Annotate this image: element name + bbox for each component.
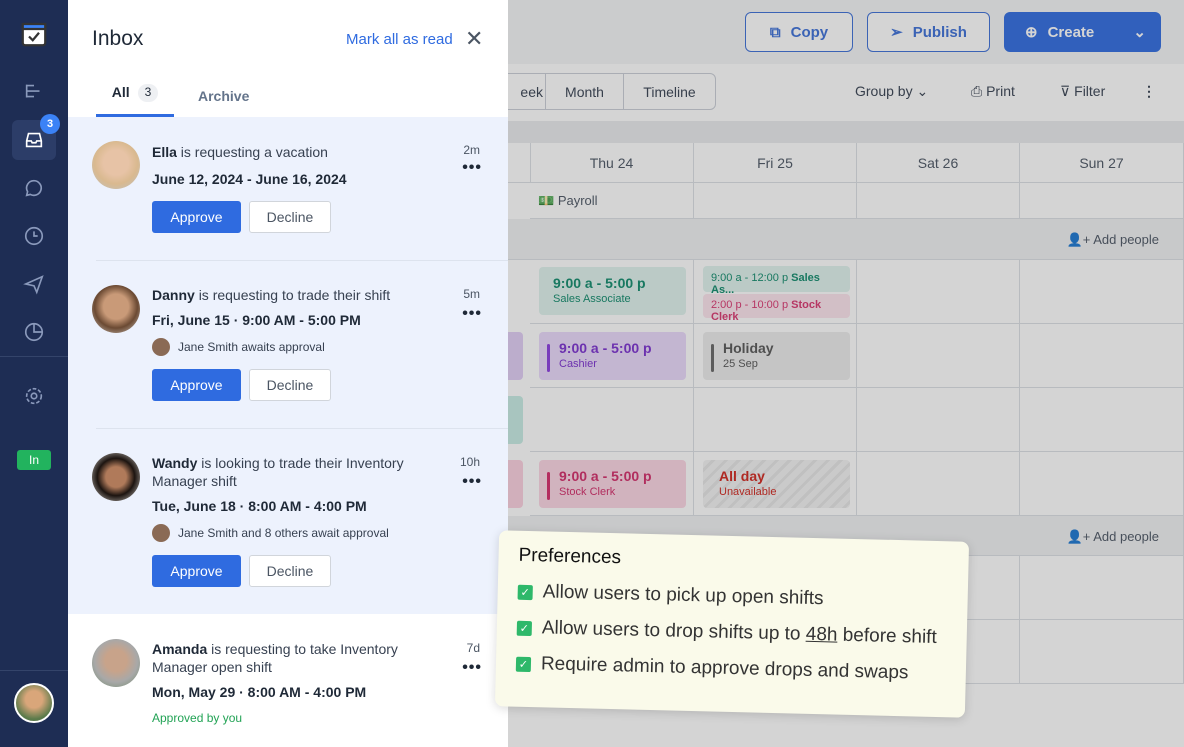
inbox-panel: Inbox Mark all as read ✕ All 3 Archive El…: [68, 0, 508, 747]
divider: [0, 670, 68, 671]
approve-button[interactable]: Approve: [152, 555, 241, 587]
clock-icon[interactable]: [12, 216, 56, 256]
avatar: [92, 285, 140, 333]
chevron-down-icon: ⌄: [916, 83, 929, 99]
preferences-title: Preferences: [518, 544, 622, 569]
preferences-card: Preferences ✓ Allow users to pick up open…: [494, 530, 970, 718]
shift-card[interactable]: 9:00 a - 5:00 p Stock Clerk: [539, 460, 686, 508]
tab-timeline[interactable]: Timeline: [623, 73, 716, 110]
decline-button[interactable]: Decline: [249, 201, 331, 233]
close-icon[interactable]: ✕: [465, 26, 484, 51]
day-header: Thu 24: [530, 143, 694, 183]
avatar: [92, 453, 140, 501]
checkbox-checked-icon[interactable]: ✓: [517, 584, 533, 600]
inbox-icon[interactable]: 3: [12, 114, 60, 160]
gear-icon[interactable]: [12, 376, 56, 416]
money-icon: 💵: [538, 193, 555, 208]
inbox-item[interactable]: Ella is requesting a vacation June 12, 2…: [68, 117, 508, 260]
shift-card[interactable]: 9:00 a - 12:00 p Sales As...: [703, 266, 850, 296]
tab-all[interactable]: All 3: [96, 84, 174, 117]
more-icon[interactable]: •••: [462, 659, 482, 676]
more-icon[interactable]: •••: [462, 159, 482, 176]
app-logo-calendar-icon[interactable]: [12, 14, 56, 54]
schedule-view: ⧉ Copy ➢ Publish ⊕ Create ⌄ eek Month Timeli…: [508, 0, 1184, 747]
pref-drop-shifts[interactable]: ✓ Allow users to drop shifts up to 48h be…: [516, 617, 947, 649]
schedule-icon[interactable]: [12, 72, 56, 112]
user-avatar[interactable]: [14, 683, 54, 723]
day-header: Fri 25: [694, 143, 857, 183]
chevron-down-icon[interactable]: ⌄: [1133, 24, 1146, 41]
clock-in-status[interactable]: In: [17, 450, 51, 470]
chat-icon[interactable]: [12, 168, 56, 208]
decline-button[interactable]: Decline: [249, 369, 331, 401]
copy-icon: ⧉: [769, 23, 781, 41]
add-people-button[interactable]: 👤+ Add people: [508, 219, 1184, 260]
inbox-badge: 3: [40, 114, 60, 134]
day-header: Sat 26: [857, 143, 1020, 183]
inbox-item[interactable]: Wandy is looking to trade their Inventor…: [68, 428, 508, 614]
tab-month[interactable]: Month: [545, 73, 624, 110]
approve-button[interactable]: Approve: [152, 201, 241, 233]
inbox-title: Inbox: [92, 27, 144, 50]
divider: [0, 356, 68, 357]
print-button[interactable]: ⎙ Print: [971, 83, 1015, 99]
approved-status: Approved by you: [152, 711, 243, 725]
pie-chart-icon[interactable]: [12, 312, 56, 352]
filter-icon: ⊽: [1060, 83, 1071, 99]
inbox-item[interactable]: Amanda is requesting to take Inventory M…: [68, 614, 508, 747]
user-plus-icon: 👤+: [1066, 529, 1091, 544]
checkbox-checked-icon[interactable]: ✓: [516, 620, 533, 636]
shift-card[interactable]: 9:00 a - 5:00 p Cashier: [539, 332, 686, 380]
checkbox-checked-icon[interactable]: ✓: [515, 656, 532, 672]
user-plus-icon: 👤+: [1066, 232, 1091, 247]
avatar: [152, 338, 170, 356]
filter-button[interactable]: ⊽ Filter: [1060, 83, 1106, 99]
shift-card[interactable]: 2:00 p - 10:00 p Stock Clerk: [703, 294, 850, 323]
shift-card[interactable]: 9:00 a - 5:00 p Sales Associate: [539, 267, 686, 315]
publish-button[interactable]: ➢ Publish: [867, 12, 990, 52]
plane-icon[interactable]: [12, 264, 56, 304]
avatar: [152, 524, 170, 542]
avatar: [92, 141, 140, 189]
count-badge: 3: [137, 84, 159, 102]
create-button[interactable]: ⊕ Create ⌄: [1004, 12, 1161, 52]
copy-button[interactable]: ⧉ Copy: [745, 12, 853, 52]
payroll-event[interactable]: 💵 Payroll: [530, 183, 694, 219]
unavailable-card[interactable]: All day Unavailable: [703, 460, 850, 508]
holiday-card[interactable]: Holiday 25 Sep: [703, 332, 850, 380]
printer-icon: ⎙: [971, 83, 983, 99]
hours-value[interactable]: 48h: [805, 623, 838, 646]
group-by-dropdown[interactable]: Group by ⌄: [855, 83, 929, 99]
send-icon: ➢: [890, 24, 903, 41]
more-icon[interactable]: •••: [462, 305, 482, 322]
pref-require-approval[interactable]: ✓ Require admin to approve drops and swap…: [515, 653, 946, 685]
avatar: [92, 639, 140, 687]
plus-circle-icon: ⊕: [1025, 24, 1038, 41]
sidebar: 3 In: [0, 0, 68, 747]
tab-archive[interactable]: Archive: [198, 88, 250, 104]
approve-button[interactable]: Approve: [152, 369, 241, 401]
tab-week[interactable]: eek: [508, 73, 546, 110]
more-options-icon[interactable]: ⋮: [1142, 83, 1156, 99]
decline-button[interactable]: Decline: [249, 555, 331, 587]
mark-all-read-link[interactable]: Mark all as read: [346, 31, 453, 48]
inbox-item[interactable]: Danny is requesting to trade their shift…: [68, 260, 508, 428]
pref-pick-up-shifts[interactable]: ✓ Allow users to pick up open shifts: [517, 581, 947, 613]
more-icon[interactable]: •••: [462, 473, 482, 490]
